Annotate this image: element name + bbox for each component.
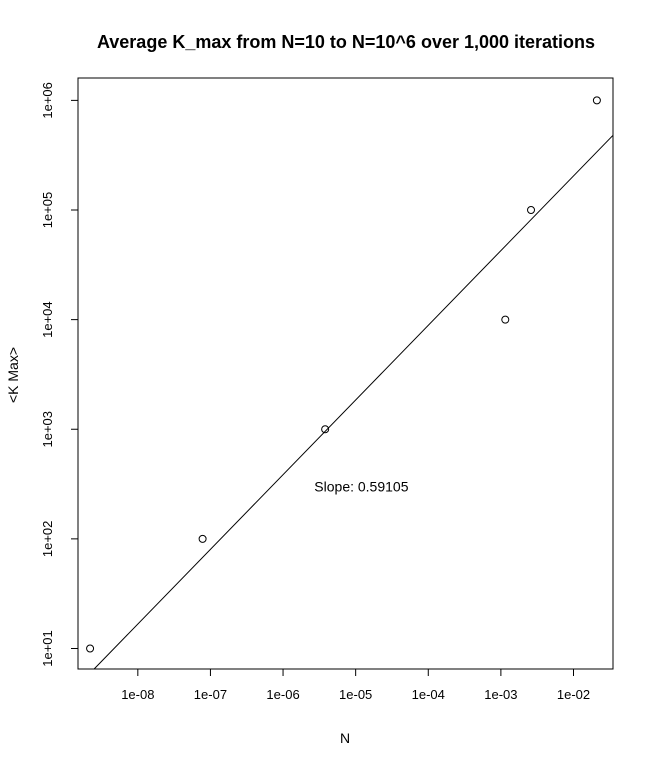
y-axis: 1e+01 1e+02 1e+03 1e+04 1e+05 1e+06 — [40, 82, 78, 667]
plot-area-border — [77, 77, 614, 670]
data-points-layer — [86, 96, 601, 653]
data-point — [321, 425, 330, 434]
data-point — [527, 205, 536, 214]
x-axis-label: N — [340, 730, 350, 746]
x-tick-label: 1e-06 — [266, 687, 299, 702]
x-tick-label: 1e-07 — [194, 687, 227, 702]
chart-title: Average K_max from N=10 to N=10^6 over 1… — [97, 32, 595, 52]
y-tick-label: 1e+04 — [40, 301, 55, 338]
data-point — [592, 96, 601, 105]
x-tick-label: 1e-05 — [339, 687, 372, 702]
fit-line-layer — [93, 134, 614, 670]
y-axis-label: <K Max> — [5, 347, 21, 403]
x-axis: 1e-08 1e-07 1e-06 1e-05 1e-04 1e-03 1e-02 — [121, 669, 590, 702]
y-tick-label: 1e+06 — [40, 82, 55, 119]
x-tick-label: 1e-04 — [412, 687, 445, 702]
y-tick-label: 1e+02 — [40, 521, 55, 558]
y-tick-label: 1e+01 — [40, 630, 55, 667]
x-tick-label: 1e-02 — [557, 687, 590, 702]
x-tick-label: 1e-03 — [484, 687, 517, 702]
data-point — [501, 315, 510, 324]
slope-annotation: Slope: 0.59105 — [314, 479, 408, 495]
data-point — [198, 534, 207, 543]
data-point — [86, 644, 95, 653]
y-tick-label: 1e+03 — [40, 411, 55, 448]
y-tick-label: 1e+05 — [40, 192, 55, 229]
x-tick-label: 1e-08 — [121, 687, 154, 702]
fit-line — [93, 134, 614, 670]
